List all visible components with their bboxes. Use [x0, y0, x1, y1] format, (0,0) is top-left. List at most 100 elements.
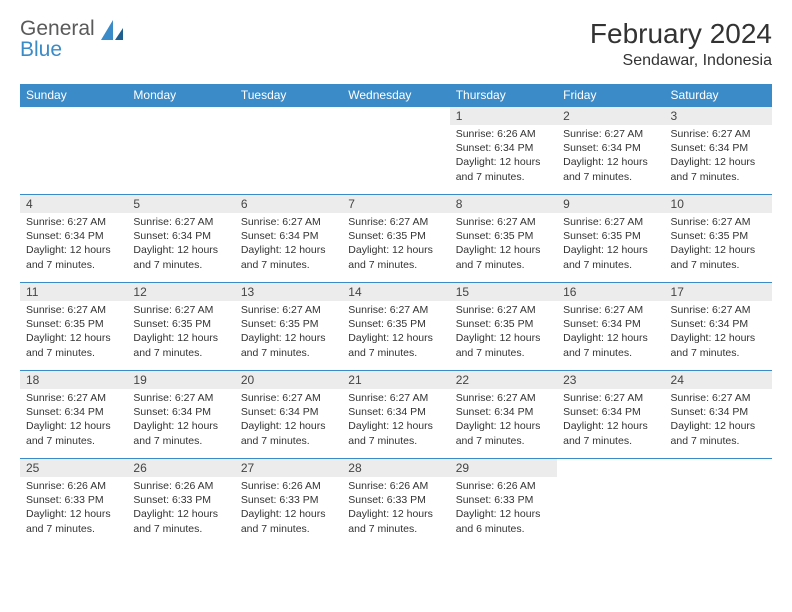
calendar-day-cell: 27Sunrise: 6:26 AMSunset: 6:33 PMDayligh…	[235, 459, 342, 547]
daylight-text: Daylight: 12 hours and 7 minutes.	[563, 155, 658, 183]
day-number: 23	[557, 371, 664, 389]
calendar-week-row: 25Sunrise: 6:26 AMSunset: 6:33 PMDayligh…	[20, 459, 772, 547]
day-detail: Sunrise: 6:26 AMSunset: 6:33 PMDaylight:…	[342, 477, 449, 540]
calendar-day-cell	[235, 107, 342, 195]
sunrise-text: Sunrise: 6:27 AM	[133, 391, 228, 405]
day-number: 8	[450, 195, 557, 213]
weekday-header: Thursday	[450, 84, 557, 107]
calendar-day-cell: 23Sunrise: 6:27 AMSunset: 6:34 PMDayligh…	[557, 371, 664, 459]
day-detail: Sunrise: 6:27 AMSunset: 6:35 PMDaylight:…	[235, 301, 342, 364]
calendar-day-cell: 16Sunrise: 6:27 AMSunset: 6:34 PMDayligh…	[557, 283, 664, 371]
daylight-text: Daylight: 12 hours and 7 minutes.	[671, 243, 766, 271]
sunset-text: Sunset: 6:34 PM	[241, 405, 336, 419]
sunset-text: Sunset: 6:34 PM	[133, 405, 228, 419]
day-number: 2	[557, 107, 664, 125]
sunrise-text: Sunrise: 6:27 AM	[241, 303, 336, 317]
day-number: 7	[342, 195, 449, 213]
day-detail: Sunrise: 6:27 AMSunset: 6:34 PMDaylight:…	[20, 213, 127, 276]
weekday-header: Friday	[557, 84, 664, 107]
sunrise-text: Sunrise: 6:27 AM	[348, 215, 443, 229]
sunrise-text: Sunrise: 6:27 AM	[26, 303, 121, 317]
day-detail: Sunrise: 6:27 AMSunset: 6:34 PMDaylight:…	[127, 213, 234, 276]
calendar-day-cell: 17Sunrise: 6:27 AMSunset: 6:34 PMDayligh…	[665, 283, 772, 371]
day-detail: Sunrise: 6:27 AMSunset: 6:34 PMDaylight:…	[450, 389, 557, 452]
sunset-text: Sunset: 6:34 PM	[348, 405, 443, 419]
calendar-day-cell: 12Sunrise: 6:27 AMSunset: 6:35 PMDayligh…	[127, 283, 234, 371]
day-number: 1	[450, 107, 557, 125]
calendar-week-row: 18Sunrise: 6:27 AMSunset: 6:34 PMDayligh…	[20, 371, 772, 459]
sunset-text: Sunset: 6:34 PM	[563, 405, 658, 419]
day-detail: Sunrise: 6:27 AMSunset: 6:34 PMDaylight:…	[235, 213, 342, 276]
daylight-text: Daylight: 12 hours and 7 minutes.	[26, 419, 121, 447]
day-number: 18	[20, 371, 127, 389]
calendar-table: Sunday Monday Tuesday Wednesday Thursday…	[20, 84, 772, 547]
daylight-text: Daylight: 12 hours and 7 minutes.	[133, 507, 228, 535]
daylight-text: Daylight: 12 hours and 7 minutes.	[348, 243, 443, 271]
day-detail: Sunrise: 6:26 AMSunset: 6:33 PMDaylight:…	[235, 477, 342, 540]
daylight-text: Daylight: 12 hours and 7 minutes.	[133, 331, 228, 359]
day-detail: Sunrise: 6:27 AMSunset: 6:34 PMDaylight:…	[557, 125, 664, 188]
daylight-text: Daylight: 12 hours and 7 minutes.	[241, 243, 336, 271]
calendar-day-cell: 22Sunrise: 6:27 AMSunset: 6:34 PMDayligh…	[450, 371, 557, 459]
day-detail: Sunrise: 6:27 AMSunset: 6:34 PMDaylight:…	[557, 301, 664, 364]
calendar-day-cell: 19Sunrise: 6:27 AMSunset: 6:34 PMDayligh…	[127, 371, 234, 459]
weekday-header: Wednesday	[342, 84, 449, 107]
day-number: 13	[235, 283, 342, 301]
calendar-day-cell: 20Sunrise: 6:27 AMSunset: 6:34 PMDayligh…	[235, 371, 342, 459]
calendar-day-cell: 13Sunrise: 6:27 AMSunset: 6:35 PMDayligh…	[235, 283, 342, 371]
sunset-text: Sunset: 6:33 PM	[456, 493, 551, 507]
daylight-text: Daylight: 12 hours and 7 minutes.	[348, 507, 443, 535]
sunrise-text: Sunrise: 6:26 AM	[241, 479, 336, 493]
calendar-day-cell	[665, 459, 772, 547]
sunset-text: Sunset: 6:34 PM	[563, 317, 658, 331]
daylight-text: Daylight: 12 hours and 7 minutes.	[563, 331, 658, 359]
sunrise-text: Sunrise: 6:27 AM	[133, 303, 228, 317]
day-number: 15	[450, 283, 557, 301]
calendar-day-cell: 4Sunrise: 6:27 AMSunset: 6:34 PMDaylight…	[20, 195, 127, 283]
day-detail: Sunrise: 6:27 AMSunset: 6:34 PMDaylight:…	[342, 389, 449, 452]
daylight-text: Daylight: 12 hours and 7 minutes.	[133, 419, 228, 447]
daylight-text: Daylight: 12 hours and 7 minutes.	[133, 243, 228, 271]
day-detail: Sunrise: 6:27 AMSunset: 6:34 PMDaylight:…	[665, 301, 772, 364]
day-detail: Sunrise: 6:27 AMSunset: 6:35 PMDaylight:…	[450, 301, 557, 364]
day-number: 12	[127, 283, 234, 301]
sunrise-text: Sunrise: 6:27 AM	[671, 215, 766, 229]
daylight-text: Daylight: 12 hours and 7 minutes.	[26, 243, 121, 271]
sunrise-text: Sunrise: 6:27 AM	[241, 215, 336, 229]
daylight-text: Daylight: 12 hours and 7 minutes.	[348, 331, 443, 359]
day-detail: Sunrise: 6:26 AMSunset: 6:34 PMDaylight:…	[450, 125, 557, 188]
day-detail: Sunrise: 6:26 AMSunset: 6:33 PMDaylight:…	[127, 477, 234, 540]
brand-logo: General Blue	[20, 18, 125, 60]
calendar-day-cell: 25Sunrise: 6:26 AMSunset: 6:33 PMDayligh…	[20, 459, 127, 547]
day-number: 11	[20, 283, 127, 301]
day-number: 6	[235, 195, 342, 213]
calendar-week-row: 4Sunrise: 6:27 AMSunset: 6:34 PMDaylight…	[20, 195, 772, 283]
sunset-text: Sunset: 6:34 PM	[563, 141, 658, 155]
daylight-text: Daylight: 12 hours and 7 minutes.	[671, 155, 766, 183]
daylight-text: Daylight: 12 hours and 7 minutes.	[563, 243, 658, 271]
calendar-day-cell	[20, 107, 127, 195]
calendar-day-cell: 1Sunrise: 6:26 AMSunset: 6:34 PMDaylight…	[450, 107, 557, 195]
weekday-header: Tuesday	[235, 84, 342, 107]
sunrise-text: Sunrise: 6:27 AM	[241, 391, 336, 405]
sunset-text: Sunset: 6:33 PM	[348, 493, 443, 507]
weekday-header-row: Sunday Monday Tuesday Wednesday Thursday…	[20, 84, 772, 107]
sunrise-text: Sunrise: 6:27 AM	[671, 391, 766, 405]
weekday-header: Saturday	[665, 84, 772, 107]
daylight-text: Daylight: 12 hours and 7 minutes.	[671, 331, 766, 359]
day-detail: Sunrise: 6:27 AMSunset: 6:35 PMDaylight:…	[665, 213, 772, 276]
calendar-day-cell: 26Sunrise: 6:26 AMSunset: 6:33 PMDayligh…	[127, 459, 234, 547]
day-detail: Sunrise: 6:27 AMSunset: 6:34 PMDaylight:…	[127, 389, 234, 452]
calendar-day-cell: 15Sunrise: 6:27 AMSunset: 6:35 PMDayligh…	[450, 283, 557, 371]
daylight-text: Daylight: 12 hours and 7 minutes.	[241, 419, 336, 447]
sunrise-text: Sunrise: 6:26 AM	[456, 479, 551, 493]
daylight-text: Daylight: 12 hours and 7 minutes.	[348, 419, 443, 447]
calendar-day-cell: 29Sunrise: 6:26 AMSunset: 6:33 PMDayligh…	[450, 459, 557, 547]
daylight-text: Daylight: 12 hours and 7 minutes.	[456, 243, 551, 271]
day-detail: Sunrise: 6:27 AMSunset: 6:34 PMDaylight:…	[557, 389, 664, 452]
sunset-text: Sunset: 6:35 PM	[671, 229, 766, 243]
sunrise-text: Sunrise: 6:27 AM	[348, 391, 443, 405]
daylight-text: Daylight: 12 hours and 7 minutes.	[456, 419, 551, 447]
calendar-day-cell	[127, 107, 234, 195]
calendar-day-cell: 21Sunrise: 6:27 AMSunset: 6:34 PMDayligh…	[342, 371, 449, 459]
